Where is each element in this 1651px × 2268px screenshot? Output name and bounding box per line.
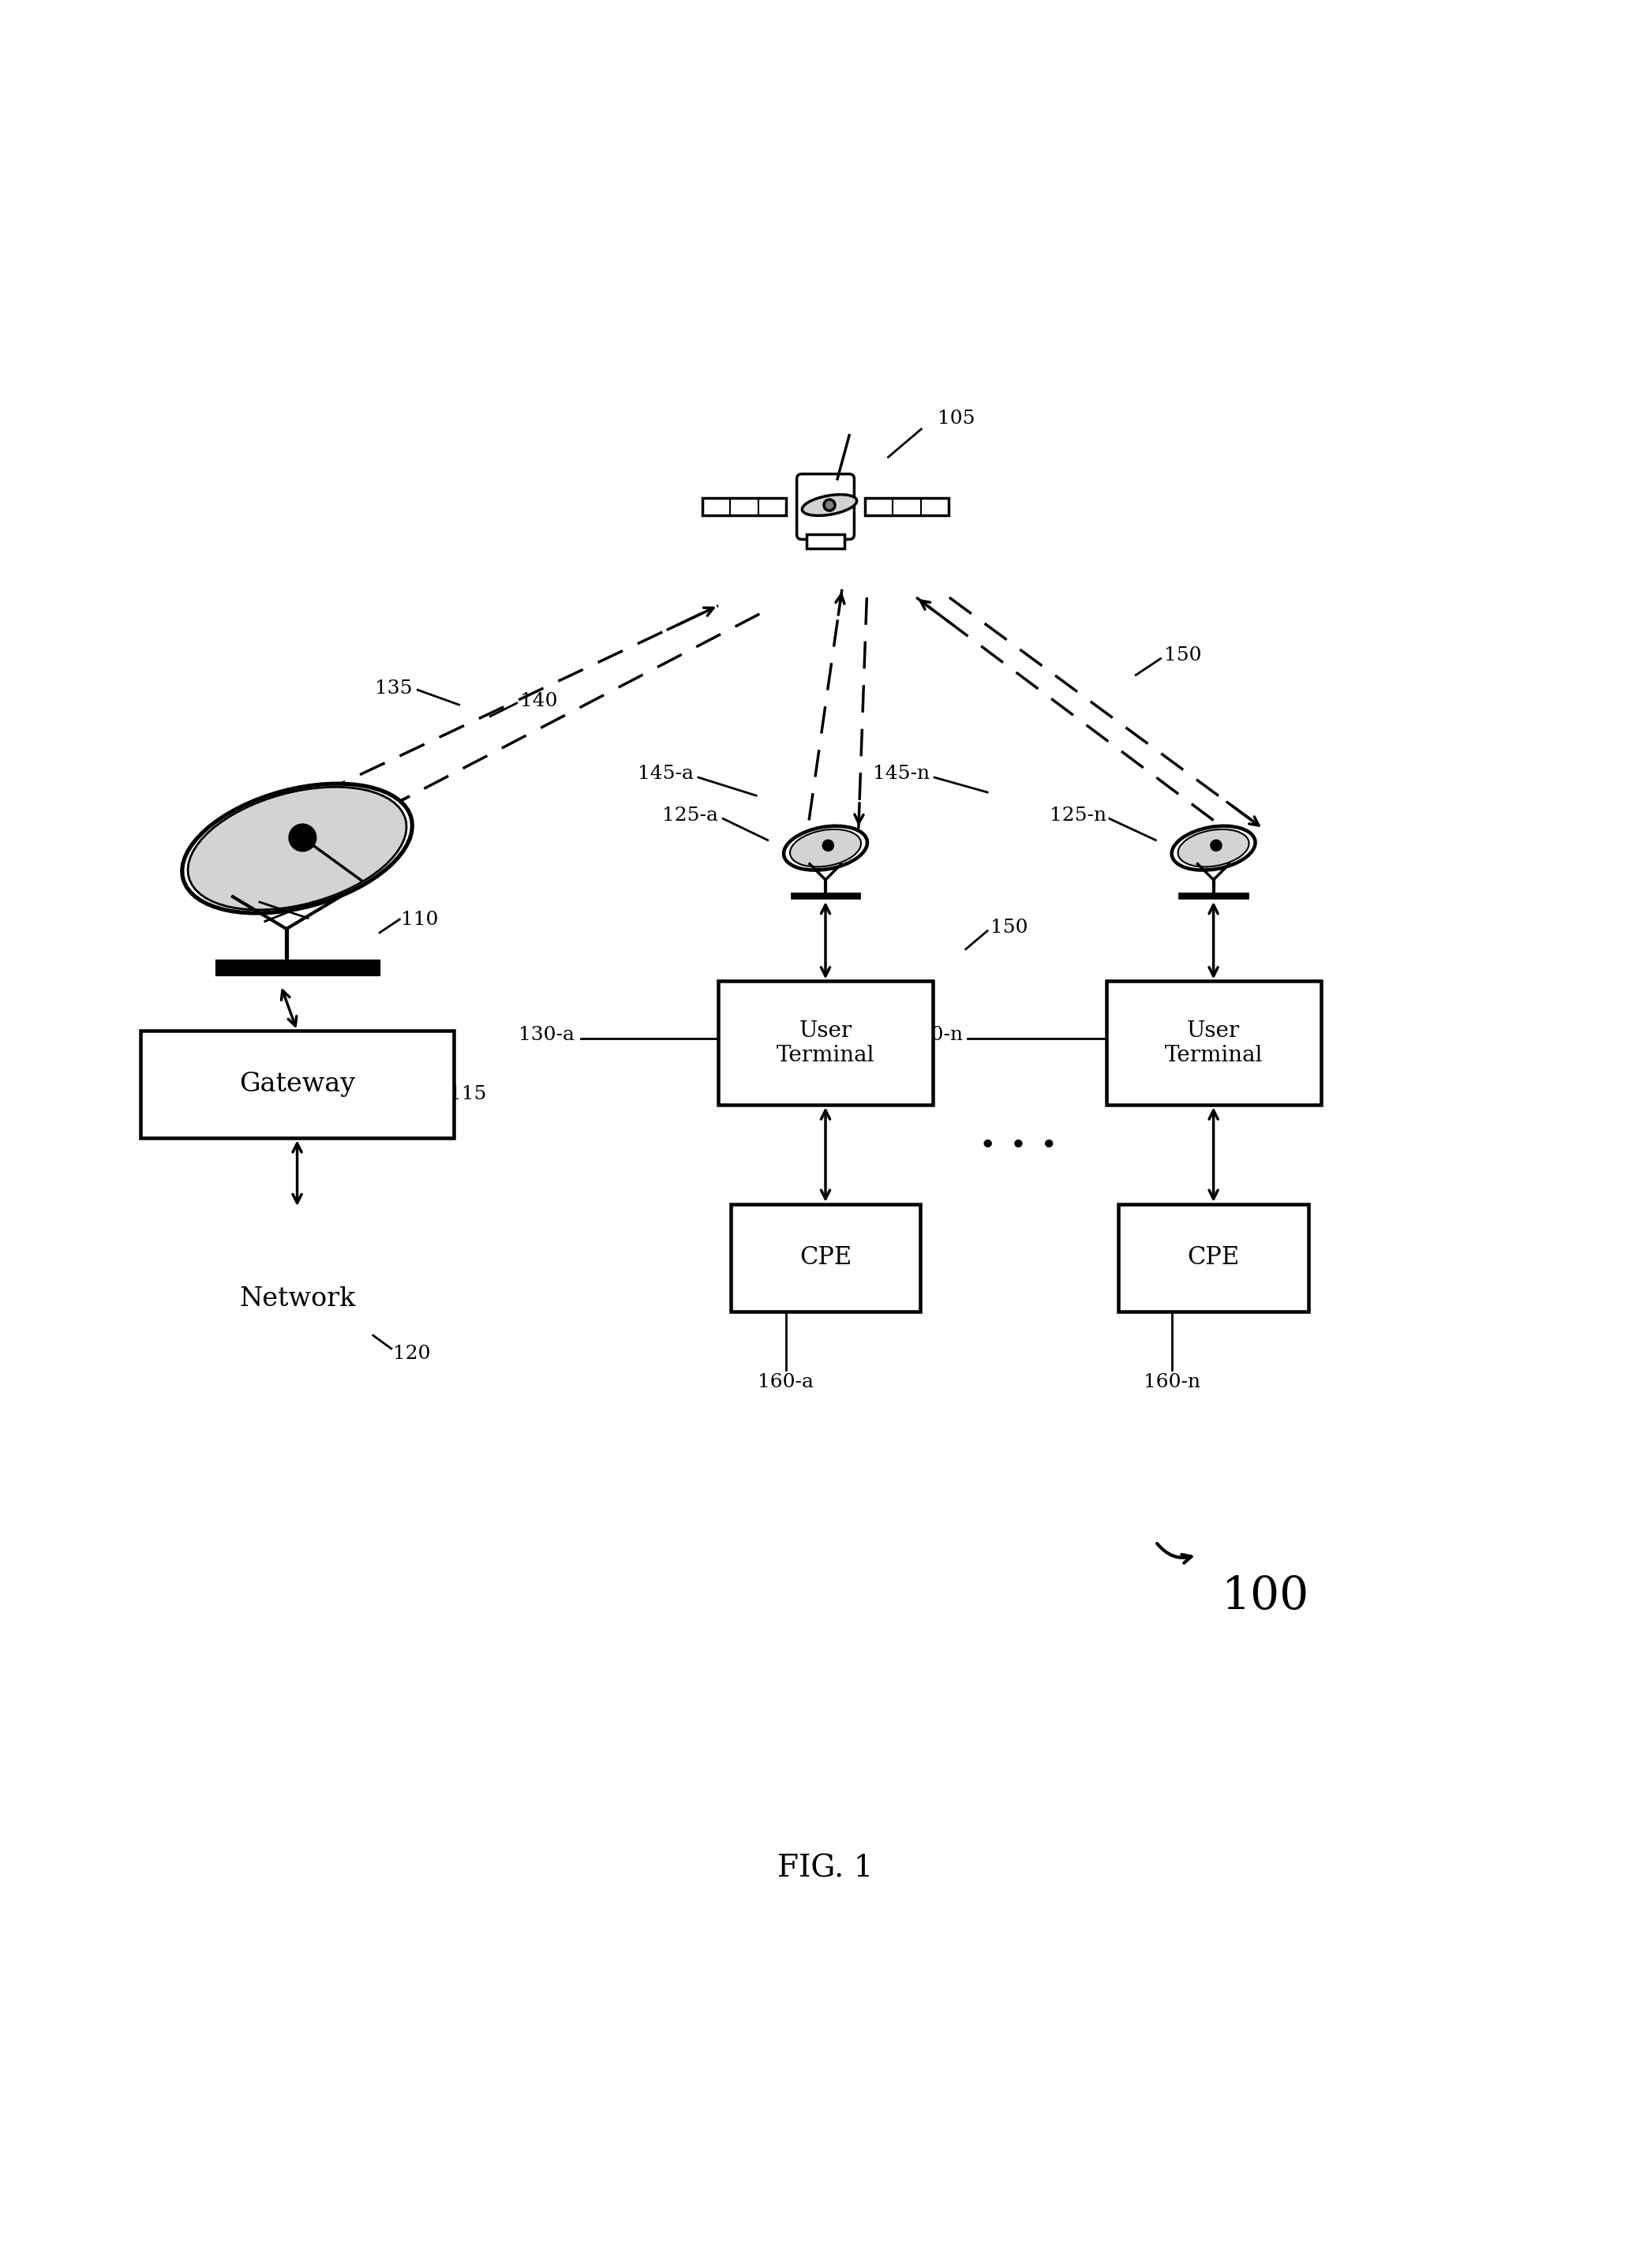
Text: 125-a: 125-a (662, 807, 718, 826)
Text: Network: Network (239, 1286, 355, 1311)
Text: 145-a: 145-a (637, 764, 693, 782)
Text: 130-a: 130-a (518, 1025, 575, 1043)
Ellipse shape (182, 785, 413, 914)
Ellipse shape (802, 494, 857, 515)
FancyBboxPatch shape (797, 474, 854, 540)
Text: 145-n: 145-n (873, 764, 930, 782)
Ellipse shape (1172, 826, 1255, 871)
Text: User
Terminal: User Terminal (1164, 1021, 1263, 1066)
Text: 160-n: 160-n (1144, 1374, 1200, 1393)
Text: 125-n: 125-n (1050, 807, 1106, 826)
Text: 115: 115 (449, 1086, 487, 1105)
Text: 160-a: 160-a (758, 1374, 814, 1393)
Text: CPE: CPE (799, 1245, 852, 1270)
Circle shape (824, 499, 835, 510)
FancyBboxPatch shape (1119, 1204, 1308, 1311)
Text: 120: 120 (393, 1345, 431, 1363)
Text: 130-n: 130-n (906, 1025, 963, 1043)
Circle shape (1212, 841, 1220, 850)
Text: 110: 110 (401, 909, 439, 928)
Text: 100: 100 (1222, 1574, 1309, 1619)
FancyBboxPatch shape (806, 535, 845, 549)
Ellipse shape (784, 826, 867, 871)
Text: Gateway: Gateway (239, 1073, 355, 1098)
Text: . . .: . . . (981, 1111, 1057, 1157)
Text: User
Terminal: User Terminal (776, 1021, 875, 1066)
Text: CPE: CPE (1187, 1245, 1240, 1270)
Text: 150: 150 (991, 919, 1029, 937)
FancyBboxPatch shape (1106, 982, 1321, 1105)
Text: FIG. 1: FIG. 1 (778, 1853, 873, 1882)
FancyBboxPatch shape (730, 1204, 921, 1311)
FancyBboxPatch shape (865, 499, 948, 515)
FancyBboxPatch shape (216, 962, 378, 973)
Circle shape (216, 1220, 320, 1327)
Text: 105: 105 (938, 408, 976, 426)
Ellipse shape (1177, 830, 1250, 866)
Text: 150: 150 (1164, 646, 1202, 665)
Circle shape (320, 1245, 416, 1340)
Circle shape (223, 1261, 324, 1361)
Text: 140: 140 (520, 692, 558, 710)
FancyBboxPatch shape (703, 499, 786, 515)
Circle shape (264, 1211, 378, 1327)
Circle shape (289, 826, 315, 850)
FancyBboxPatch shape (140, 1032, 454, 1139)
FancyBboxPatch shape (718, 982, 933, 1105)
Circle shape (271, 1261, 371, 1361)
Ellipse shape (188, 787, 406, 909)
Circle shape (180, 1261, 271, 1352)
Text: 135: 135 (375, 678, 413, 696)
Circle shape (824, 841, 832, 850)
Ellipse shape (789, 830, 862, 866)
